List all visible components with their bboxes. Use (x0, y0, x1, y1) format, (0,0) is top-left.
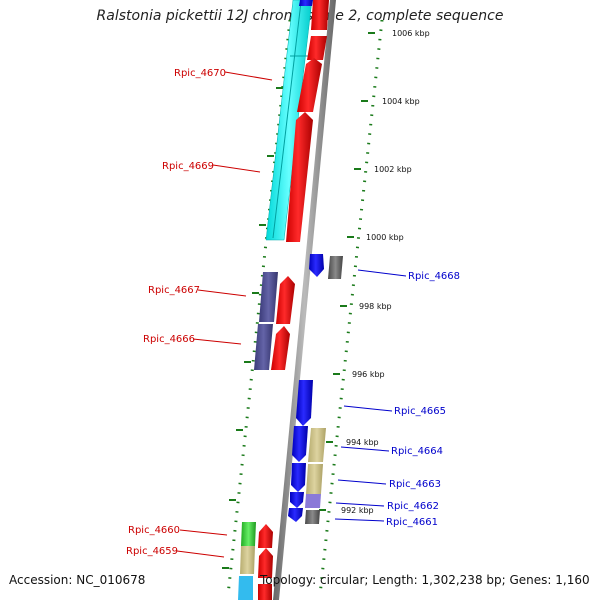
cds-arrow-red (286, 112, 313, 242)
tick-label: 1006 kbp (392, 29, 430, 38)
gene-label-right: Rpic_4661 (386, 517, 438, 528)
cds-arrow-red (258, 524, 273, 548)
cog-feature-navy (259, 272, 278, 322)
inner-scale-dots (226, 19, 292, 596)
cds-arrow-blue (309, 254, 324, 277)
cds-arrow-red (307, 36, 327, 60)
gene-label-right: Rpic_4662 (387, 501, 439, 512)
cog-feature-navy (254, 324, 273, 370)
label-leaders-left (176, 71, 273, 558)
cog-feature-lightblue (238, 576, 253, 600)
cds-arrow-blue (296, 380, 313, 426)
gene-label-left: Rpic_4666 (143, 334, 195, 345)
cds-arrow-red (276, 276, 295, 324)
cog-feature-green (241, 522, 256, 546)
tick-label: 1000 kbp (366, 233, 404, 242)
gene-label-left: Rpic_4660 (128, 525, 180, 536)
inner-tick-marks (222, 87, 283, 569)
cds-arrow-red (297, 58, 322, 112)
gene-label-left: Rpic_4669 (162, 161, 214, 172)
gene-label-left: Rpic_4670 (174, 68, 226, 79)
cds-arrow-blue (288, 508, 303, 522)
tick-label: 992 kbp (341, 506, 374, 515)
cog-feature-gray (328, 256, 343, 279)
cog-feature-lavender (305, 494, 321, 508)
cog-feature-khaki (308, 428, 326, 462)
cog-feature-khaki (240, 546, 255, 574)
sequence-backbone (273, 0, 336, 600)
cds-arrow-blue (292, 426, 308, 462)
cds-arrow-blue (291, 463, 306, 492)
gene-label-right: Rpic_4664 (391, 446, 443, 457)
cog-feature-khaki (306, 464, 323, 494)
cds-arrow-red (258, 548, 273, 578)
cog-feature-gray (305, 510, 320, 524)
tick-label: 996 kbp (352, 370, 385, 379)
label-leaders-right (334, 269, 407, 522)
outer-scale-dots (318, 19, 384, 596)
gene-label-right: Rpic_4668 (408, 271, 460, 282)
cds-arrow-red (311, 0, 329, 30)
scale-tick-marks (319, 32, 375, 511)
tick-label: 1002 kbp (374, 165, 412, 174)
cds-arrow-red (271, 326, 290, 370)
tick-label: 1004 kbp (382, 97, 420, 106)
cds-arrow-blue (299, 0, 313, 6)
tick-label: 998 kbp (359, 302, 392, 311)
accession-text: Accession: NC_010678 (9, 573, 146, 587)
gene-label-left: Rpic_4667 (148, 285, 200, 296)
tick-label: 994 kbp (346, 438, 379, 447)
gene-label-right: Rpic_4665 (394, 406, 446, 417)
topology-summary-text: Topology: circular; Length: 1,302,238 bp… (260, 573, 590, 587)
cog-feature-cyan (265, 0, 313, 241)
cog-divider (272, 1, 302, 239)
cds-arrow-red (258, 584, 272, 600)
gene-label-left: Rpic_4659 (126, 546, 178, 557)
gene-label-right: Rpic_4663 (389, 479, 441, 490)
cds-arrow-blue (290, 492, 304, 508)
